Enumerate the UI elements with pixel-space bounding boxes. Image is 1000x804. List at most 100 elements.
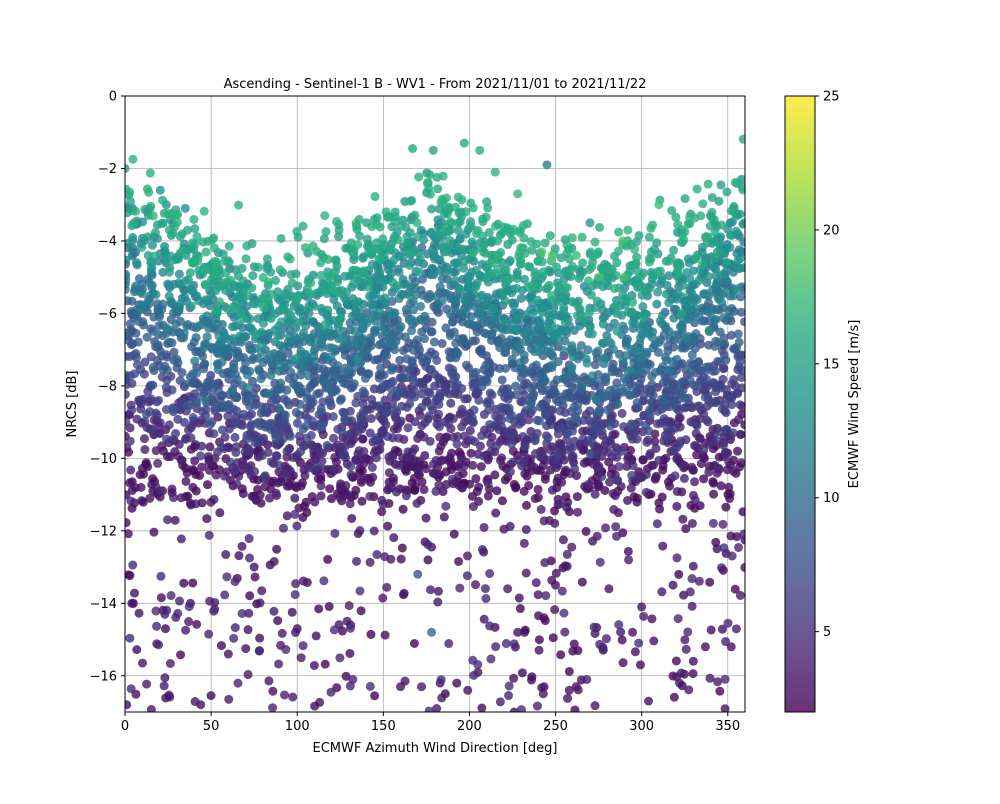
data-point bbox=[291, 381, 301, 391]
data-point bbox=[709, 489, 719, 499]
data-point bbox=[495, 697, 505, 707]
data-point bbox=[134, 608, 144, 618]
data-point bbox=[301, 421, 311, 431]
data-point bbox=[280, 410, 290, 420]
x-tick-label: 50 bbox=[203, 719, 220, 734]
data-point bbox=[720, 674, 730, 684]
data-point bbox=[717, 383, 727, 393]
data-point bbox=[325, 397, 335, 407]
data-point bbox=[601, 523, 611, 533]
data-point bbox=[221, 268, 231, 278]
data-point bbox=[224, 345, 234, 355]
data-point bbox=[530, 267, 540, 277]
data-point bbox=[435, 393, 445, 403]
data-point bbox=[125, 272, 130, 281]
data-point bbox=[568, 451, 578, 461]
data-point bbox=[684, 685, 694, 695]
data-point bbox=[460, 256, 470, 266]
data-point bbox=[477, 545, 487, 555]
data-point bbox=[383, 212, 393, 222]
data-point bbox=[291, 481, 301, 491]
data-point bbox=[322, 377, 332, 387]
data-point bbox=[719, 364, 729, 374]
data-point bbox=[453, 431, 463, 441]
data-point bbox=[491, 221, 501, 231]
data-point bbox=[138, 497, 148, 507]
data-point bbox=[294, 431, 304, 441]
data-point bbox=[434, 373, 444, 383]
data-point bbox=[677, 308, 687, 318]
data-point bbox=[587, 438, 597, 448]
data-point bbox=[623, 225, 633, 235]
data-point bbox=[503, 390, 513, 400]
data-point bbox=[419, 485, 429, 495]
data-point bbox=[346, 461, 356, 471]
data-point bbox=[524, 415, 534, 425]
data-point bbox=[441, 226, 451, 236]
data-point bbox=[155, 185, 165, 195]
data-point bbox=[405, 260, 415, 270]
data-point bbox=[511, 381, 521, 391]
data-point bbox=[386, 244, 396, 254]
data-point bbox=[271, 488, 281, 498]
data-point bbox=[690, 503, 700, 513]
data-point bbox=[127, 598, 137, 608]
colorbar-tick-label: 15 bbox=[823, 357, 840, 372]
data-point bbox=[589, 622, 599, 632]
data-point bbox=[416, 301, 426, 311]
data-point bbox=[367, 394, 377, 404]
data-point bbox=[569, 639, 579, 649]
data-point bbox=[531, 578, 541, 588]
data-point bbox=[543, 283, 553, 293]
data-point bbox=[706, 398, 716, 408]
data-point bbox=[628, 318, 638, 328]
data-point bbox=[248, 271, 258, 281]
data-point bbox=[670, 330, 680, 340]
data-point bbox=[541, 591, 551, 601]
data-point bbox=[534, 645, 544, 655]
data-point bbox=[631, 259, 641, 269]
data-point bbox=[571, 414, 581, 424]
data-point bbox=[143, 232, 153, 242]
data-point bbox=[578, 434, 588, 444]
data-point bbox=[537, 247, 547, 257]
data-point bbox=[247, 283, 257, 293]
data-point bbox=[583, 345, 593, 355]
data-point bbox=[677, 320, 687, 330]
data-point bbox=[469, 670, 479, 680]
data-point bbox=[188, 578, 198, 588]
data-point bbox=[146, 258, 156, 268]
data-point bbox=[449, 295, 459, 305]
data-point bbox=[417, 327, 427, 337]
data-point bbox=[273, 616, 283, 626]
data-point bbox=[200, 280, 210, 290]
data-point bbox=[683, 254, 693, 264]
data-point bbox=[560, 292, 570, 302]
y-tick-label: −2 bbox=[98, 162, 117, 177]
data-point bbox=[717, 563, 727, 573]
data-point bbox=[694, 275, 704, 285]
data-point bbox=[687, 601, 697, 611]
colorbar-frame bbox=[784, 95, 816, 713]
data-point bbox=[692, 401, 702, 411]
data-point bbox=[230, 623, 240, 633]
data-point bbox=[381, 408, 391, 418]
data-point bbox=[209, 606, 219, 616]
data-point bbox=[632, 493, 642, 503]
y-tick-label: −8 bbox=[98, 379, 117, 394]
data-point bbox=[394, 460, 404, 470]
data-point bbox=[444, 419, 454, 429]
data-point bbox=[432, 355, 442, 365]
data-point bbox=[704, 271, 714, 281]
data-point bbox=[255, 633, 265, 643]
data-point bbox=[158, 267, 168, 277]
data-point bbox=[176, 493, 186, 503]
data-point bbox=[421, 464, 431, 474]
data-point bbox=[652, 419, 662, 429]
data-point bbox=[654, 498, 664, 508]
data-point bbox=[515, 228, 525, 238]
data-point bbox=[519, 458, 529, 468]
data-point bbox=[630, 647, 640, 657]
data-point bbox=[367, 259, 377, 269]
data-point bbox=[727, 400, 737, 410]
